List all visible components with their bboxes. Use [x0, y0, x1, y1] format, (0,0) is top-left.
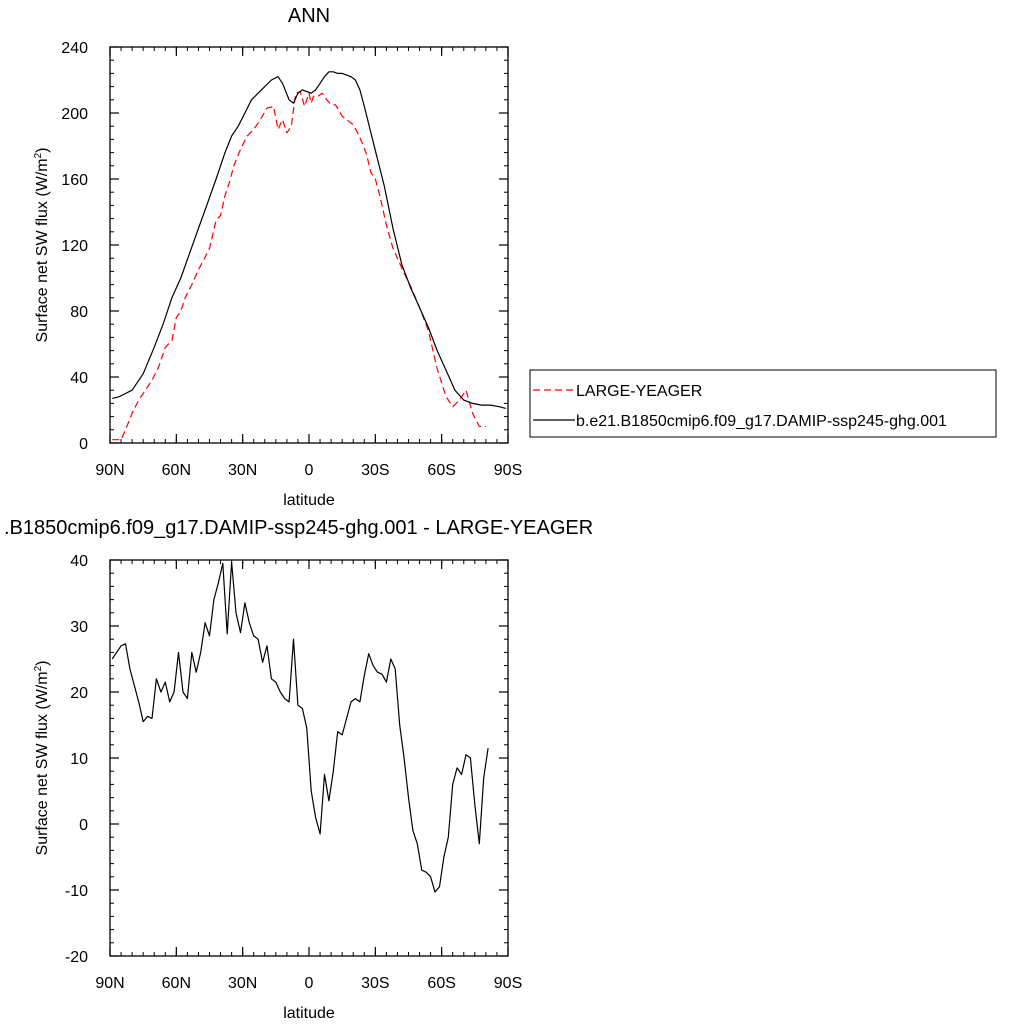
- y-tick-label: 120: [61, 238, 88, 255]
- x-tick-label: 30S: [361, 462, 389, 479]
- bottom-chart: .B1850cmip6.f09_g17.DAMIP-ssp245-ghg.001…: [4, 517, 593, 1022]
- x-tick-label: 90N: [95, 462, 124, 479]
- y-tick-label: 200: [61, 106, 88, 123]
- x-tick-label: 90S: [494, 975, 522, 992]
- x-tick-label: 0: [305, 462, 314, 479]
- top-chart-title: ANN: [288, 5, 330, 27]
- y-tick-label: 240: [61, 40, 88, 57]
- x-tick-label: 60N: [162, 975, 191, 992]
- x-tick-label: 30N: [228, 975, 257, 992]
- bottom-chart-y-axis-label-tail: ): [34, 661, 51, 666]
- y-tick-label: -20: [65, 949, 88, 966]
- x-tick-label: 90N: [95, 975, 124, 992]
- y-tick-label: 0: [79, 817, 88, 834]
- y-tick-label: 10: [70, 751, 88, 768]
- x-tick-label: 90S: [494, 462, 522, 479]
- top-chart-ticks: 90N 60N 30N 0 30S 60S 90S 0 40 80 120 160 200 240: [61, 40, 522, 479]
- top-chart-series: [112, 71, 506, 441]
- series-line-ghg: [112, 71, 506, 409]
- bottom-chart-x-axis-label: latitude: [283, 1005, 335, 1022]
- y-tick-label: 30: [70, 619, 88, 636]
- y-tick-label: 80: [70, 304, 88, 321]
- y-tick-label: 0: [79, 436, 88, 453]
- top-chart-y-axis-label-sup: 2: [33, 152, 44, 158]
- x-tick-label: 30S: [361, 975, 389, 992]
- x-tick-label: 60S: [427, 975, 455, 992]
- bottom-chart-y-axis-label: Surface net SW flux (W/m2): [33, 661, 51, 856]
- bottom-chart-y-axis-label-sup: 2: [33, 665, 44, 671]
- y-tick-label: -10: [65, 883, 88, 900]
- bottom-chart-series: [111, 561, 489, 893]
- x-tick-label: 0: [305, 975, 314, 992]
- x-tick-label: 60S: [427, 462, 455, 479]
- top-chart-x-axis-label: latitude: [283, 492, 335, 509]
- top-chart-y-axis-label-tail: ): [34, 148, 51, 153]
- top-chart-plot-frame: [109, 46, 509, 444]
- y-tick-label: 40: [70, 370, 88, 387]
- bottom-chart-title: .B1850cmip6.f09_g17.DAMIP-ssp245-ghg.001…: [4, 517, 593, 539]
- bottom-chart-y-axis-label-main: Surface net SW flux (W/m: [34, 671, 51, 855]
- series-line-difference: [111, 561, 489, 893]
- x-tick-label: 60N: [162, 462, 191, 479]
- y-tick-label: 160: [61, 172, 88, 189]
- y-tick-label: 20: [70, 685, 88, 702]
- legend-box: [529, 369, 997, 438]
- legend-label-ghg: b.e21.B1850cmip6.f09_g17.DAMIP-ssp245-gh…: [576, 413, 947, 430]
- top-chart-y-axis-label: Surface net SW flux (W/m2): [33, 148, 51, 343]
- bottom-chart-ticks: 90N 60N 30N 0 30S 60S 90S -20 -10 0 10 20 30 40: [65, 553, 522, 992]
- top-chart: ANN 90N 60N 30N 0 30S 60S 90S 0 40 80 120 160 200 240…: [33, 5, 997, 509]
- y-tick-label: 40: [70, 553, 88, 570]
- top-chart-legend: LARGE-YEAGER b.e21.B1850cmip6.f09_g17.DA…: [529, 369, 997, 438]
- series-line-large-yeager: [112, 90, 486, 441]
- legend-label-large-yeager: LARGE-YEAGER: [576, 383, 702, 400]
- top-chart-y-axis-label-main: Surface net SW flux (W/m: [34, 158, 51, 342]
- x-tick-label: 30N: [228, 462, 257, 479]
